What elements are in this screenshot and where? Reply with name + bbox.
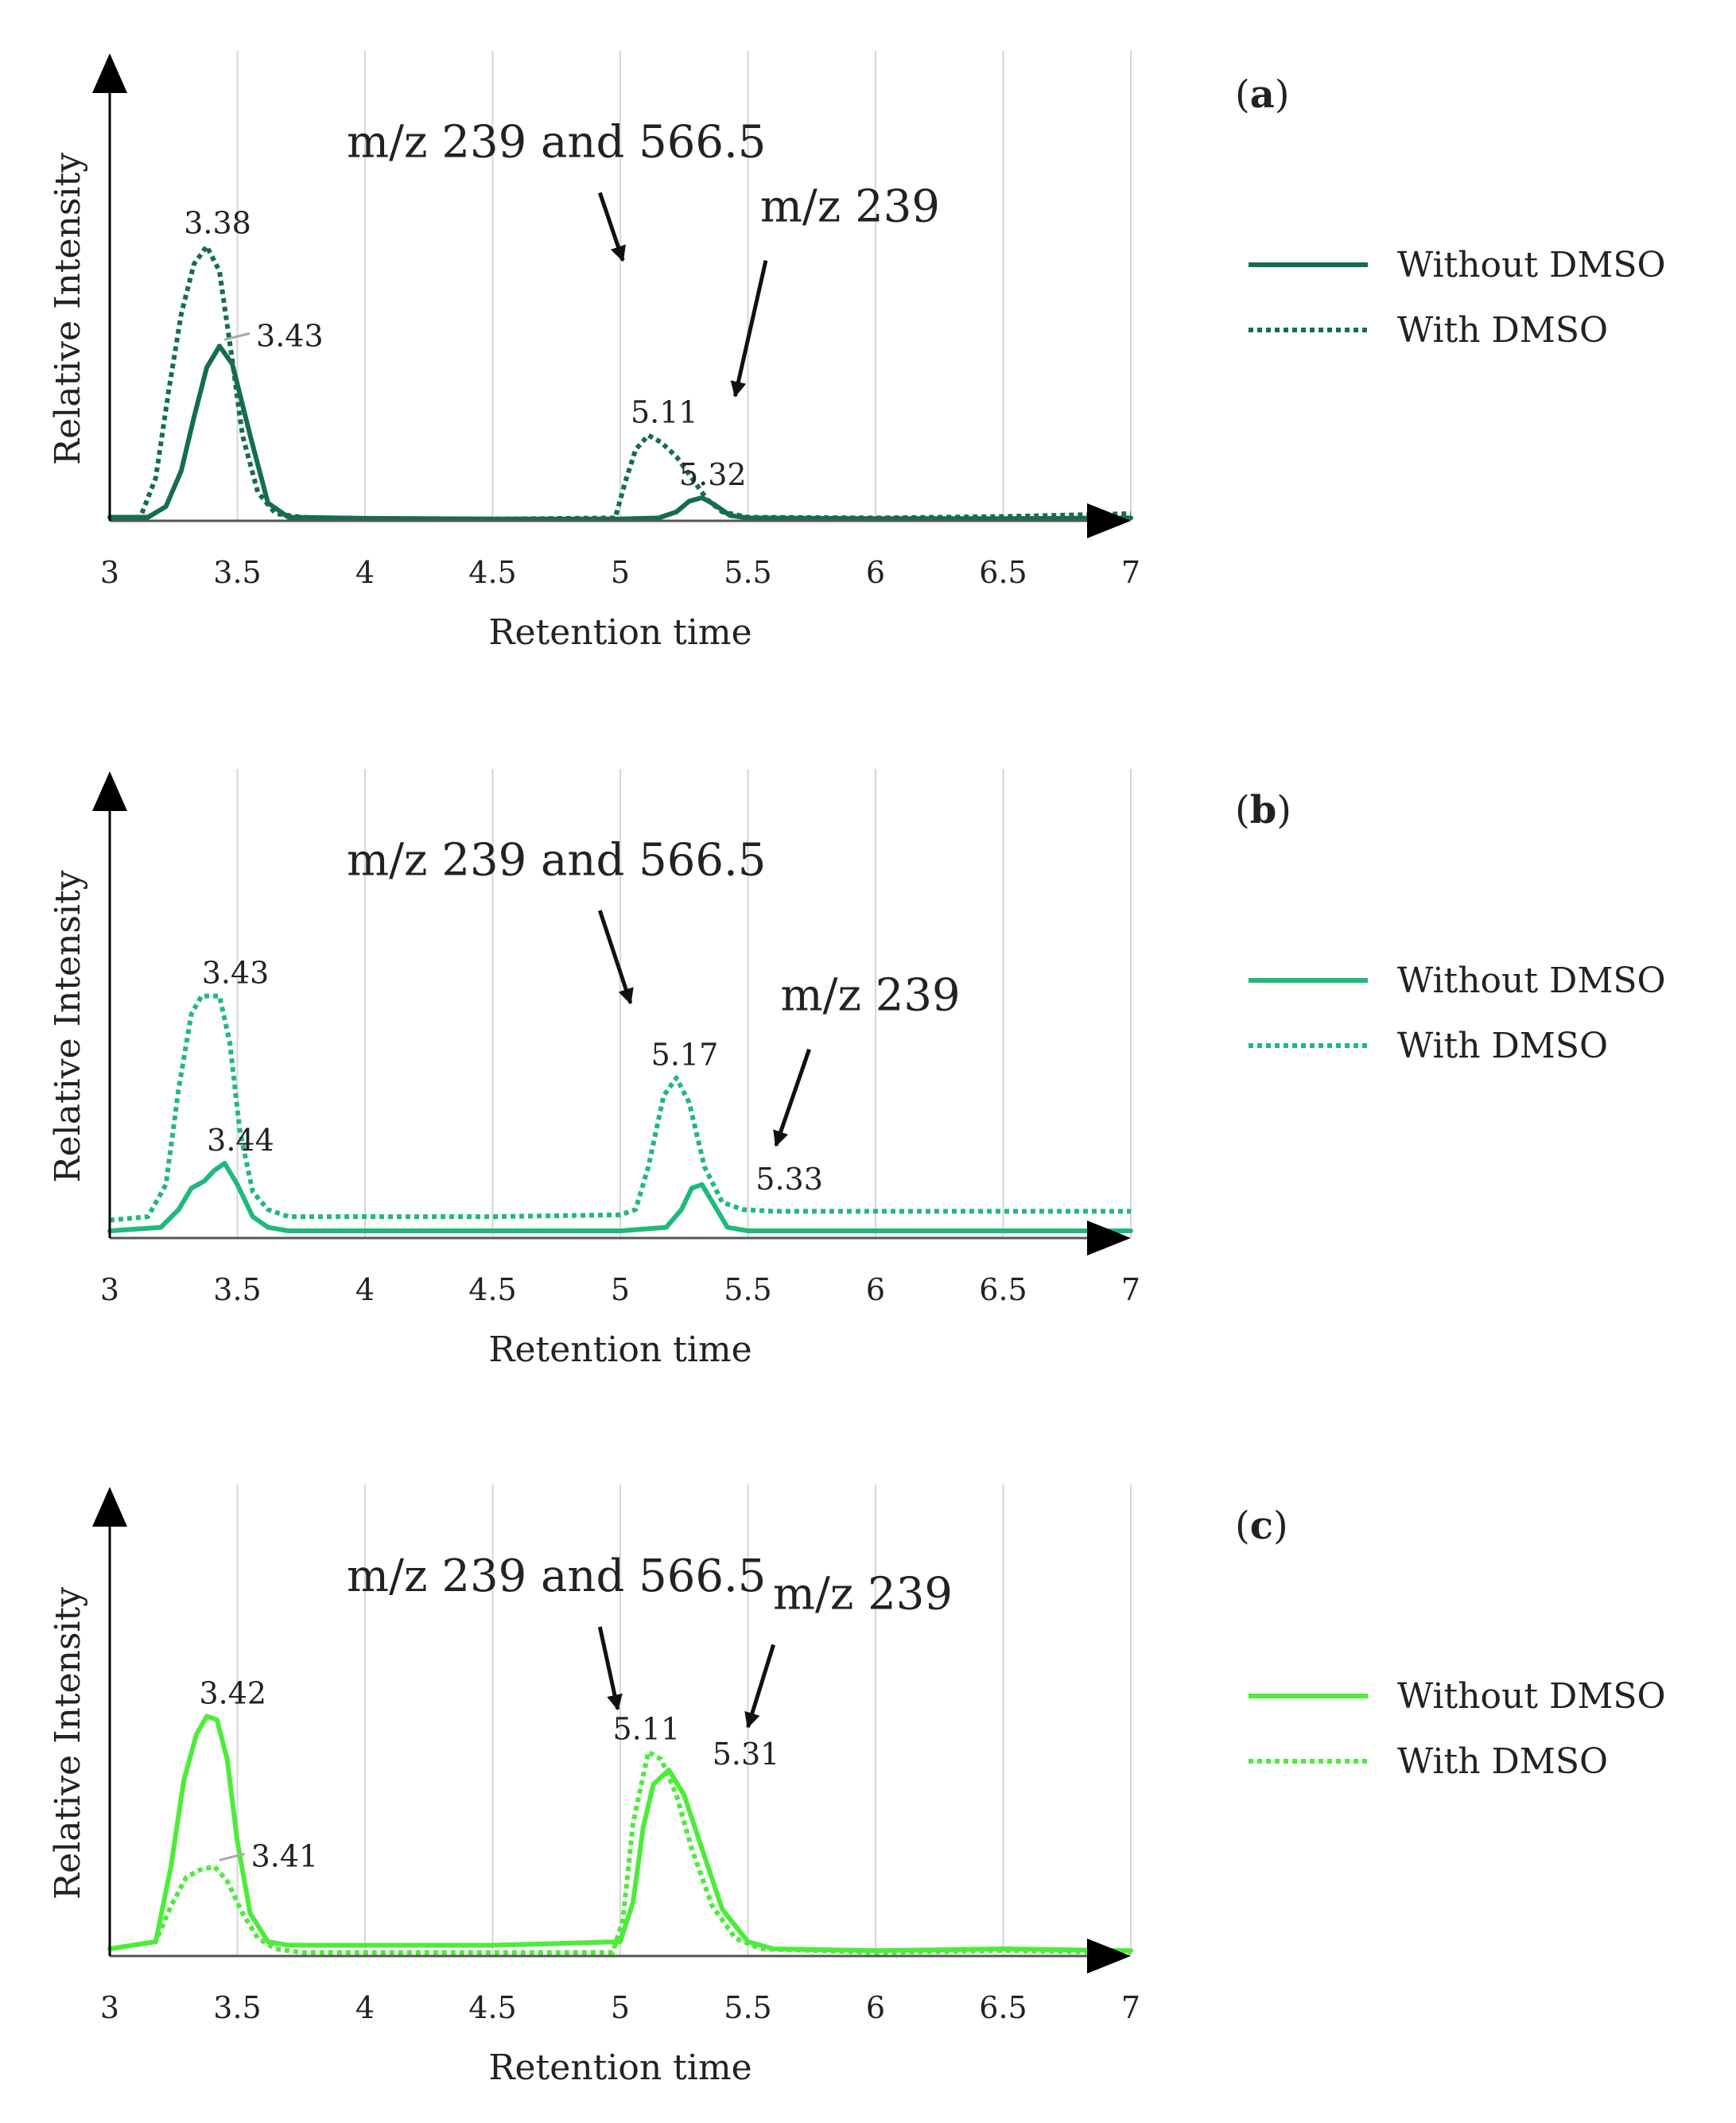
y-axis-title: Relative Intensity (48, 153, 88, 465)
chart-panel-b: 3 3.5 4 4.5 5 5.5 6 6.5 7 Retention time Relative … (48, 769, 1666, 1370)
x-tick-label: 6.5 (979, 555, 1027, 590)
x-tick-label: 3.5 (213, 555, 261, 590)
mz-annotation: m/z 239 and 566.5 (347, 117, 766, 169)
panel-label: (a) (1235, 72, 1290, 117)
legend-label: Without DMSO (1397, 961, 1666, 1001)
peak-label: 3.38 (184, 206, 251, 241)
x-tick-label: 6.5 (979, 1272, 1027, 1307)
peak-label: 3.43 (256, 318, 324, 353)
annotation-arrow (744, 1644, 775, 1729)
panel-label: (c) (1235, 1504, 1288, 1548)
annotation-arrow (597, 910, 634, 1005)
peak-label: 5.11 (631, 394, 698, 429)
y-axis-arrowhead (92, 1487, 127, 1527)
x-tick-label: 4.5 (468, 555, 516, 590)
x-axis-title: Retention time (488, 612, 751, 653)
mz-annotation: m/z 239 (773, 1569, 953, 1620)
x-axis-arrowhead (1087, 1221, 1131, 1256)
x-tick-label: 3 (100, 555, 119, 590)
annotation-arrow (597, 1626, 623, 1711)
legend-label: Without DMSO (1397, 245, 1666, 285)
y-axis-arrowhead (92, 771, 127, 811)
series-line-with-dmso (109, 1749, 1132, 1955)
chart-panel-a: 3 3.5 4 4.5 5 5.5 6 6.5 7 Retention time Relative … (48, 51, 1666, 653)
annotation-arrow (730, 260, 768, 398)
x-axis-arrowhead (1087, 1939, 1131, 1974)
series-line-with-dmso (109, 993, 1131, 1223)
annotation-arrow (773, 1048, 811, 1147)
chart-panel-c: 3 3.5 4 4.5 5 5.5 6 6.5 7 Retention time Relative … (48, 1485, 1666, 2088)
series-line-without-dmso (107, 1714, 1133, 1954)
peak-leader-line (219, 1853, 245, 1861)
x-tick-label: 6 (866, 1272, 885, 1307)
legend: Without DMSO With DMSO (1249, 961, 1666, 1066)
annotation-arrow (597, 192, 626, 262)
x-tick-label: 3 (100, 1272, 119, 1307)
peak-label: 3.43 (202, 956, 270, 991)
x-tick-label: 7 (1121, 1272, 1140, 1307)
x-tick-label: 6.5 (979, 1990, 1027, 2025)
x-tick-label: 4.5 (468, 1272, 516, 1307)
peak-leader-line (223, 332, 250, 341)
x-tick-label: 5 (611, 1272, 630, 1307)
x-axis-arrowhead (1087, 503, 1131, 538)
legend-label: With DMSO (1397, 310, 1608, 351)
x-axis-title: Retention time (488, 1329, 751, 1370)
x-tick-label: 3.5 (213, 1990, 261, 2025)
series-line-without-dmso (107, 1161, 1133, 1233)
legend: Without DMSO With DMSO (1249, 1676, 1666, 1782)
peak-label: 5.17 (651, 1038, 719, 1073)
legend-label: With DMSO (1397, 1026, 1608, 1066)
mz-annotation: m/z 239 (760, 180, 940, 232)
x-tick-label: 5.5 (724, 1990, 771, 2025)
x-tick-label: 4.5 (468, 1990, 516, 2025)
peak-label: 3.44 (207, 1123, 274, 1158)
x-tick-label: 4 (355, 555, 375, 590)
x-tick-label: 7 (1121, 555, 1140, 590)
peak-label: 5.33 (755, 1162, 823, 1197)
peak-label: 5.11 (613, 1712, 681, 1747)
legend-label: With DMSO (1397, 1741, 1608, 1782)
x-axis-title: Retention time (488, 2047, 751, 2088)
x-tick-label: 3 (100, 1990, 119, 2025)
x-tick-label: 4 (355, 1272, 375, 1307)
x-tick-label: 7 (1121, 1990, 1140, 2025)
y-axis-arrowhead (92, 53, 127, 93)
peak-label: 3.41 (251, 1839, 319, 1874)
x-tick-label: 3.5 (213, 1272, 261, 1307)
mz-annotation: m/z 239 and 566.5 (347, 1551, 766, 1602)
mz-annotation: m/z 239 and 566.5 (347, 834, 766, 886)
mz-annotation: m/z 239 (780, 969, 960, 1021)
y-axis-title: Relative Intensity (48, 1587, 88, 1900)
x-tick-label: 5.5 (724, 1272, 771, 1307)
y-axis-title: Relative Intensity (48, 870, 88, 1182)
panel-label: (b) (1235, 788, 1291, 833)
x-tick-label: 6 (866, 555, 885, 590)
x-tick-label: 5 (611, 1990, 630, 2025)
x-tick-label: 5 (611, 555, 630, 590)
x-tick-label: 5.5 (724, 555, 771, 590)
x-tick-label: 6 (866, 1990, 885, 2025)
series-line-with-dmso (110, 243, 1132, 522)
legend: Without DMSO With DMSO (1249, 245, 1666, 351)
peak-label: 3.42 (200, 1676, 267, 1711)
peak-label: 5.31 (713, 1737, 780, 1772)
legend-label: Without DMSO (1397, 1676, 1666, 1717)
x-tick-label: 4 (355, 1990, 375, 2025)
peak-label: 5.32 (679, 457, 747, 492)
